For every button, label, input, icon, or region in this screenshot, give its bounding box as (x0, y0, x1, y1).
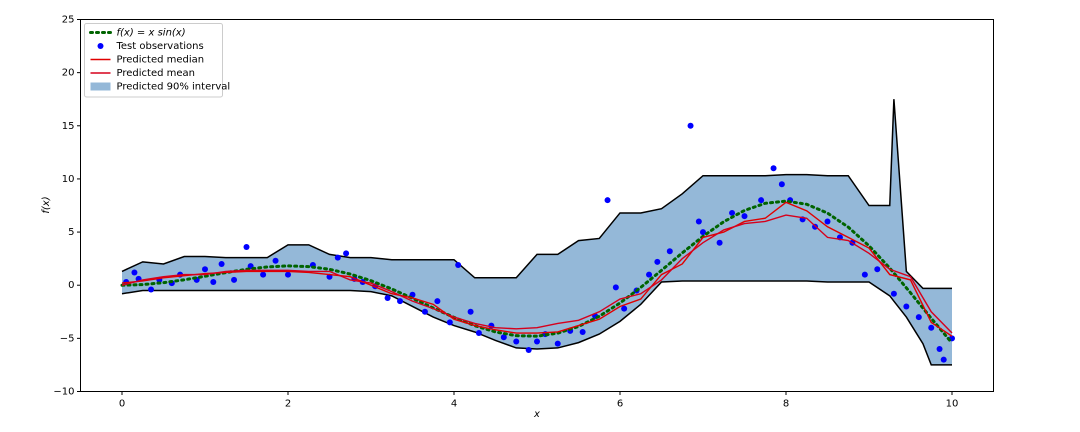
observation-point (928, 324, 935, 331)
y-axis-label: f(x) (41, 196, 52, 213)
observation-point (421, 308, 428, 315)
observation-point (260, 271, 267, 278)
observation-point (687, 122, 694, 129)
observation-point (695, 218, 702, 225)
line (121, 201, 953, 337)
x-tick-label: 10 (946, 399, 959, 410)
observation-point (285, 271, 291, 278)
observation-point (824, 218, 831, 225)
observation-point (758, 197, 765, 204)
y-tick-label: 25 (62, 15, 75, 26)
observation-point (343, 250, 350, 257)
legend-label: Test observations (116, 41, 204, 52)
observation-point (741, 213, 748, 220)
observation-point (940, 356, 947, 363)
observation-point (131, 269, 138, 276)
observation-point (434, 298, 441, 305)
observation-point (621, 305, 628, 312)
line (120, 199, 954, 345)
y-tick-label: 15 (62, 121, 75, 132)
interval-lower-edge (121, 280, 952, 366)
observation-point (334, 254, 341, 261)
interval-area (122, 99, 952, 365)
y-tick-label: 0 (68, 280, 74, 291)
y-tick-label: 20 (62, 68, 75, 79)
observation-point (903, 303, 910, 310)
observation-point (778, 181, 785, 188)
legend-swatch (90, 82, 111, 91)
observation-point (554, 340, 561, 347)
observation-point (936, 345, 943, 352)
observation-point (861, 271, 868, 278)
x-tick-label: 2 (285, 399, 291, 410)
y-tick-label: 10 (62, 174, 75, 185)
x-tick-label: 4 (451, 399, 457, 410)
legend-label: Predicted 90% interval (117, 82, 231, 93)
observation-point (646, 271, 653, 278)
x-tick-label: 8 (783, 399, 789, 410)
observation-point (148, 286, 155, 293)
legend: f(x) = x sin(x) Test observations Predicte… (84, 23, 231, 98)
legend-label: Predicted mean (117, 68, 195, 79)
interval-upper-edge (121, 99, 952, 290)
observation-point (716, 239, 723, 246)
observation-point (513, 338, 520, 345)
observation-point (231, 276, 238, 283)
observation-point (874, 266, 881, 273)
y-tick-label: 5 (68, 227, 74, 238)
y-tick-label: −5 (60, 333, 75, 344)
legend-label: f(x) = x sin(x) (117, 28, 186, 39)
observation-point (397, 298, 404, 305)
observation-point (210, 279, 217, 286)
observation-point (475, 330, 482, 337)
x-axis-label: x (533, 409, 540, 420)
observation-point (666, 248, 673, 255)
legend-label: Predicted median (117, 55, 205, 66)
observation-point (654, 258, 661, 265)
observation-point (890, 290, 897, 297)
axes-frame (80, 19, 994, 392)
observation-point (243, 243, 250, 250)
observation-point (455, 262, 462, 269)
observation-point (467, 308, 474, 315)
observation-point (534, 338, 540, 345)
observation-point (218, 260, 225, 267)
observation-point (700, 229, 706, 236)
line (121, 214, 953, 334)
observation-point (770, 165, 777, 172)
observation-point (500, 334, 507, 341)
observation-point (612, 284, 619, 291)
plot-area (120, 99, 955, 366)
observation-point (579, 328, 586, 335)
observation-point (604, 197, 611, 204)
observation-point (446, 319, 453, 326)
x-tick-label: 6 (617, 399, 623, 410)
observation-point (384, 294, 391, 301)
observation-point (915, 314, 922, 321)
legend-box (84, 23, 223, 98)
legend-swatch (97, 43, 104, 49)
x-tick-label: 0 (119, 399, 125, 410)
observation-point (272, 257, 279, 264)
observation-point (202, 266, 208, 273)
observation-point (525, 347, 532, 354)
y-tick-label: −10 (53, 387, 74, 398)
observation-point (729, 209, 736, 216)
